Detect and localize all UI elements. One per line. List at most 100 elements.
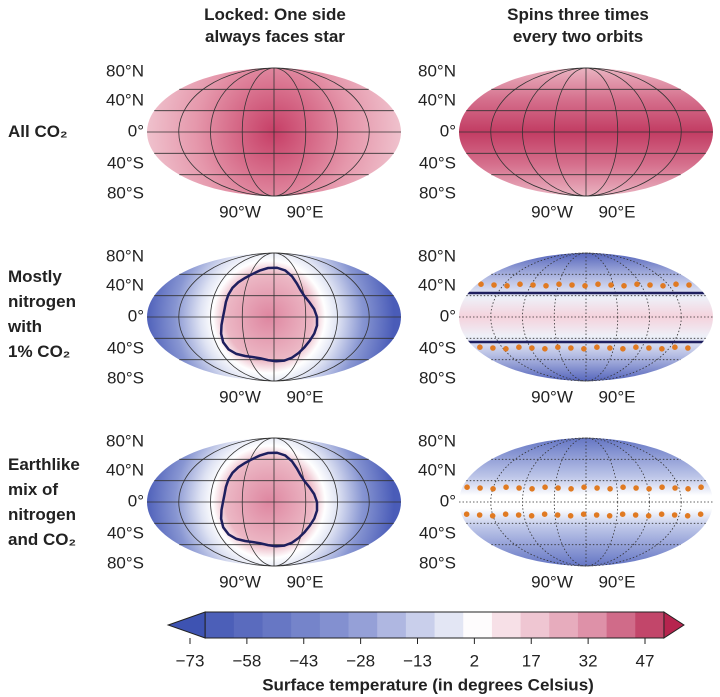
lat-label: 0° [440,306,456,325]
marker-dot [686,282,692,288]
marker-dot [490,486,496,492]
marker-dot [555,344,561,351]
marker-dot [593,512,600,518]
colorbar-bin [405,612,436,638]
lat-label: 40°S [107,523,144,542]
colorbar-bin [606,612,636,638]
colorbar-bin [434,612,464,638]
row-label: Earthlike mix of nitrogen and CO₂ [8,455,80,549]
marker-dot [632,512,639,518]
marker-dot [619,511,626,517]
tick-label: −43 [289,651,318,670]
marker-dot [528,513,535,519]
column-title: Locked: One side always faces star [204,5,346,46]
marker-dot [555,485,561,491]
marker-dot [672,344,678,351]
marker-dot [607,486,613,492]
lat-label: 40°S [419,153,456,172]
colorbar-bin [291,612,321,638]
marker-dot [476,512,483,518]
column-title: Spins three times every two orbits [507,5,649,46]
tick-label: −28 [346,651,375,670]
marker-dot [503,346,509,352]
marker-dot [567,513,574,519]
row-label: Mostly nitrogen with 1% CO₂ [8,267,76,361]
marker-dot [515,512,522,518]
marker-dot [529,486,535,492]
marker-dot [621,283,627,289]
lat-label: 80°N [106,431,144,450]
lon-label: 90°E [286,202,323,221]
tick-label: 17 [522,651,541,670]
lat-label: 80°S [107,368,144,387]
colorbar-extend [166,611,206,639]
marker-dot [516,344,522,351]
marker-dot [659,346,665,352]
marker-dot [581,346,587,352]
marker-dot [633,485,639,491]
colorbar-bin [319,612,350,638]
lat-label: 40°N [418,460,456,479]
lat-label: 40°S [419,523,456,542]
colorbar-bin [233,612,264,638]
lat-label: 0° [440,491,456,510]
marker-dot [606,513,613,519]
marker-dot [580,511,587,517]
marker-dot [516,485,522,491]
marker-dot [608,282,614,288]
colorbar-bin [491,612,522,638]
lat-label: 80°S [107,553,144,572]
colorbar-bin [463,612,493,638]
marker-dot [491,282,497,288]
lat-label: 80°N [106,246,144,265]
marker-dot [463,511,470,517]
marker-dot [477,485,483,491]
lat-label: 40°N [418,90,456,109]
overlay [459,281,713,352]
marker-dot [478,281,484,288]
lon-label: 90°W [219,572,261,591]
tick-label: −13 [403,651,432,670]
marker-dot [673,281,679,288]
marker-dot [634,281,640,288]
colorbar-bin [377,612,407,638]
marker-dot [620,346,626,352]
colorbar-bin [549,612,579,638]
marker-dot [477,344,483,351]
lat-label: 40°S [107,153,144,172]
marker-dot [490,345,496,351]
marker-dot [568,345,574,351]
marker-dot [607,345,613,351]
lat-label: 40°N [106,460,144,479]
lon-label: 90°E [598,572,635,591]
marker-dot [594,344,600,351]
marker-dot [502,511,509,517]
marker-dot [685,486,691,492]
marker-dot [594,485,600,491]
marker-dot [489,513,496,519]
lat-label: 80°S [419,183,456,202]
marker-dot [530,282,536,288]
lon-label: 90°W [219,202,261,221]
marker-dot [658,511,665,517]
marker-dot [568,486,574,492]
contour [219,451,319,548]
marker-dot [647,282,653,288]
lon-label: 90°E [286,387,323,406]
lat-label: 40°S [107,338,144,357]
marker-dot [660,283,666,289]
marker-dot [517,281,523,288]
marker-dot [464,484,470,491]
lat-label: 0° [440,121,456,140]
marker-dot [542,346,548,352]
colorbar-bin [348,612,378,638]
colorbar-bin [635,612,665,638]
colorbar-label: Surface temperature (in degrees Celsius) [262,675,594,694]
marker-dot [581,484,587,491]
lat-label: 40°S [419,338,456,357]
marker-dot [556,281,562,288]
marker-dot [504,283,510,289]
colorbar-frame [204,611,665,639]
